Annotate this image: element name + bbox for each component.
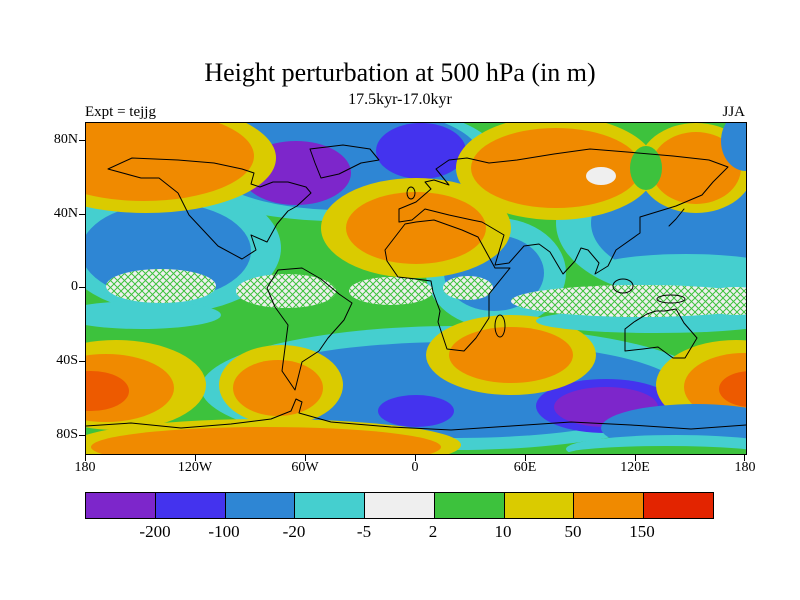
ytickmark	[79, 214, 85, 215]
xtick-60W: 60W	[291, 460, 319, 475]
ytickmark	[79, 435, 85, 436]
colorbar-label: -100	[208, 522, 240, 541]
north-warm-anomalies	[86, 123, 746, 278]
xtickmark	[195, 455, 196, 461]
plot-title: Height perturbation at 500 hPa (in m)	[204, 58, 596, 87]
contour-field	[86, 123, 746, 454]
colorbar-label: 2	[428, 522, 438, 541]
colorbar-label: -5	[356, 522, 372, 541]
xtick-180E: 180	[734, 460, 756, 475]
colorbar-cell	[364, 493, 434, 518]
xtickmark	[305, 455, 306, 461]
colorbar-cell	[86, 493, 155, 518]
ytickmark	[79, 361, 85, 362]
colorbar-cell	[503, 493, 574, 518]
plot-subtitle: 17.5kyr-17.0kyr	[348, 91, 452, 108]
ytick-40N: 40N	[53, 206, 78, 221]
ytick-80S: 80S	[56, 427, 78, 442]
map-plot	[85, 122, 747, 455]
colorbar	[85, 492, 714, 519]
ytick-40S: 40S	[56, 353, 78, 368]
xtickmark	[525, 455, 526, 461]
colorbar-cell	[433, 493, 504, 518]
xtick-120E: 120E	[620, 460, 650, 475]
colorbar-cell	[294, 493, 365, 518]
experiment-label: Expt = tejjg	[85, 104, 156, 120]
colorbar-label: 10	[494, 522, 512, 541]
xtick-120W: 120W	[177, 460, 213, 475]
xtickmark	[85, 455, 86, 461]
ytick-0: 0	[71, 279, 78, 294]
ytickmark	[79, 287, 85, 288]
colorbar-label: 150	[629, 522, 655, 541]
colorbar-label: 50	[564, 522, 582, 541]
ytick-80N: 80N	[53, 132, 78, 147]
equatorial-stipple-patches	[106, 269, 746, 317]
colorbar-label: -20	[282, 522, 306, 541]
coastlines	[86, 144, 746, 431]
xtickmark	[635, 455, 636, 461]
colorbar-label: -200	[139, 522, 171, 541]
xtick-60E: 60E	[513, 460, 537, 475]
xtickmark	[744, 455, 745, 461]
xtick-180W: 180	[74, 460, 96, 475]
colorbar-cell	[224, 493, 295, 518]
colorbar-cell	[154, 493, 225, 518]
colorbar-cell	[573, 493, 644, 518]
season-label: JJA	[722, 104, 745, 120]
ytickmark	[79, 140, 85, 141]
xtick-0: 0	[411, 460, 419, 475]
xtickmark	[415, 455, 416, 461]
colorbar-cell	[643, 493, 714, 518]
